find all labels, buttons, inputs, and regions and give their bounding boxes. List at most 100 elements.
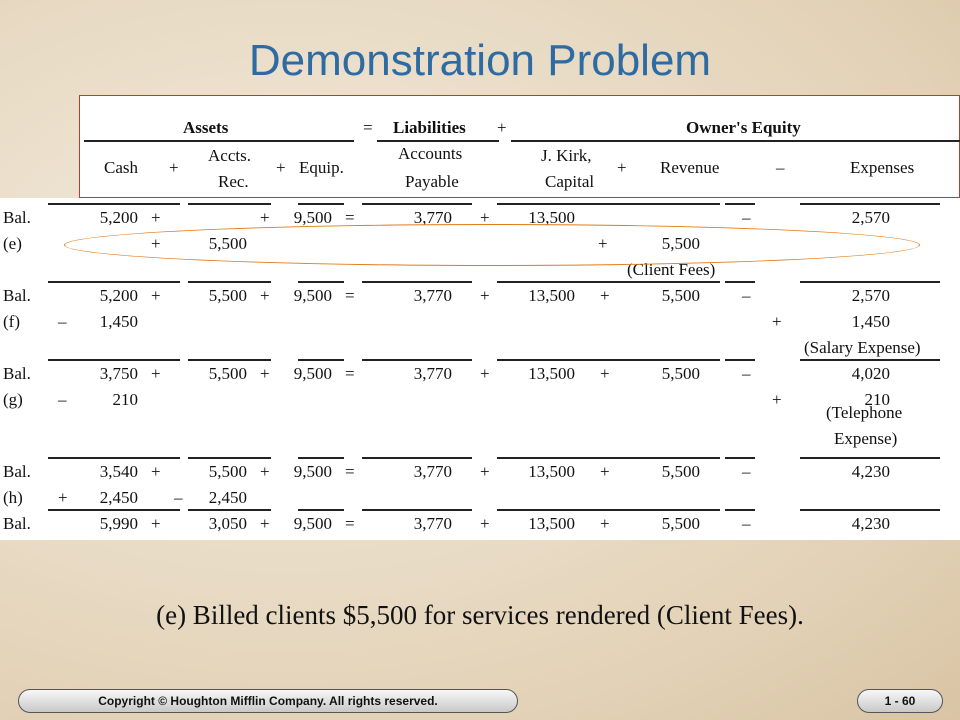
column-header-box: Assets = Liabilities + Owner's Equity Ca… (79, 95, 960, 198)
operator: – (742, 514, 751, 533)
header-rule-assets (84, 140, 354, 142)
equip-value: 9,500 (293, 208, 332, 227)
rule-line (725, 281, 755, 283)
copyright-footer: Copyright © Houghton Mifflin Company. Al… (18, 689, 518, 713)
transaction-caption: (e) Billed clients $5,500 for services r… (156, 600, 804, 630)
expenses-value: 210 (864, 390, 891, 409)
accts-rec-sign: – (174, 488, 183, 507)
operator: – (742, 286, 751, 305)
rule-line (497, 203, 720, 205)
rule-line (48, 359, 180, 361)
row-label: (h) (3, 488, 23, 507)
equip-value: 9,500 (293, 462, 332, 481)
rule-line (362, 203, 472, 205)
rule-line (800, 457, 940, 459)
accts-rec-value: 3,050 (208, 514, 247, 533)
expenses-value: 4,230 (851, 462, 890, 481)
row-label: Bal. (3, 514, 31, 533)
accounts-payable-value: 3,770 (413, 462, 452, 481)
plus-sign: + (497, 118, 507, 137)
cash-value: 3,540 (99, 462, 138, 481)
operator: + (480, 514, 490, 533)
accts-rec-value: 2,450 (208, 488, 247, 507)
revenue-value: 5,500 (661, 514, 700, 533)
rule-line (362, 457, 472, 459)
cash-value: 5,990 (99, 514, 138, 533)
row-label: (e) (3, 234, 22, 253)
capital-header-line1: J. Kirk, (541, 146, 592, 165)
cash-value: 2,450 (99, 488, 138, 507)
capital-value: 13,500 (528, 462, 575, 481)
cash-value: 1,450 (99, 312, 138, 331)
row-label: Bal. (3, 462, 31, 481)
equip-value: 9,500 (293, 286, 332, 305)
operator: + (151, 462, 161, 481)
cash-sign: – (58, 390, 67, 409)
operator: + (260, 286, 270, 305)
highlight-oval (64, 224, 920, 266)
rule-line (298, 203, 344, 205)
rule-line (800, 359, 940, 361)
operator: + (600, 462, 610, 481)
rule-line (362, 359, 472, 361)
operator: = (345, 462, 355, 481)
operator: + (600, 514, 610, 533)
operator: – (742, 208, 751, 227)
accounts-payable-value: 3,770 (413, 286, 452, 305)
owners-equity-header: Owner's Equity (686, 118, 801, 137)
rule-line (48, 281, 180, 283)
revenue-value: 5,500 (661, 462, 700, 481)
rule-line (48, 509, 180, 511)
expenses-value: 1,450 (851, 312, 890, 331)
transaction-note-line2: Expense) (834, 429, 898, 448)
expenses-value: 4,230 (851, 514, 890, 533)
transaction-note: (Client Fees) (627, 260, 716, 279)
rule-line (48, 203, 180, 205)
revenue-value: 5,500 (661, 286, 700, 305)
rule-line (800, 203, 940, 205)
assets-header: Assets (183, 118, 229, 137)
accounts-payable-header-line2: Payable (405, 172, 459, 191)
accts-rec-header-line2: Rec. (218, 172, 249, 191)
cash-value: 210 (112, 390, 139, 409)
operator: = (345, 514, 355, 533)
operator: + (151, 286, 161, 305)
rule-line (188, 457, 271, 459)
accts-rec-value: 5,500 (208, 364, 247, 383)
rule-line (725, 457, 755, 459)
page-number: 1 - 60 (857, 689, 943, 713)
cash-header: Cash (104, 158, 138, 177)
rule-line (800, 281, 940, 283)
operator: + (260, 364, 270, 383)
operator: = (345, 208, 355, 227)
row-label: (g) (3, 390, 23, 409)
capital-header-line2: Capital (545, 172, 595, 191)
row-label: Bal. (3, 208, 31, 227)
header-rule-equity (511, 140, 960, 142)
operator: + (260, 462, 270, 481)
row-label: (f) (3, 312, 20, 331)
rule-line (188, 359, 271, 361)
equip-header: Equip. (299, 158, 344, 177)
operator: + (151, 364, 161, 383)
transaction-note-line1: (Telephone (826, 403, 903, 422)
rule-line (298, 281, 344, 283)
equip-value: 9,500 (293, 364, 332, 383)
operator: = (345, 364, 355, 383)
capital-value: 13,500 (528, 208, 575, 227)
operator: + (480, 208, 490, 227)
rule-line (362, 281, 472, 283)
rule-line (362, 509, 472, 511)
cash-sign: + (58, 488, 68, 507)
liabilities-header: Liabilities (393, 118, 466, 137)
rule-line (298, 359, 344, 361)
accounts-payable-header-line1: Accounts (398, 144, 463, 163)
operator: + (260, 208, 270, 227)
operator: + (480, 364, 490, 383)
expenses-value: 2,570 (851, 286, 890, 305)
capital-value: 13,500 (528, 514, 575, 533)
rule-line (188, 281, 271, 283)
cash-sign: – (58, 312, 67, 331)
plus-sign: + (617, 158, 627, 177)
operator: + (151, 208, 161, 227)
